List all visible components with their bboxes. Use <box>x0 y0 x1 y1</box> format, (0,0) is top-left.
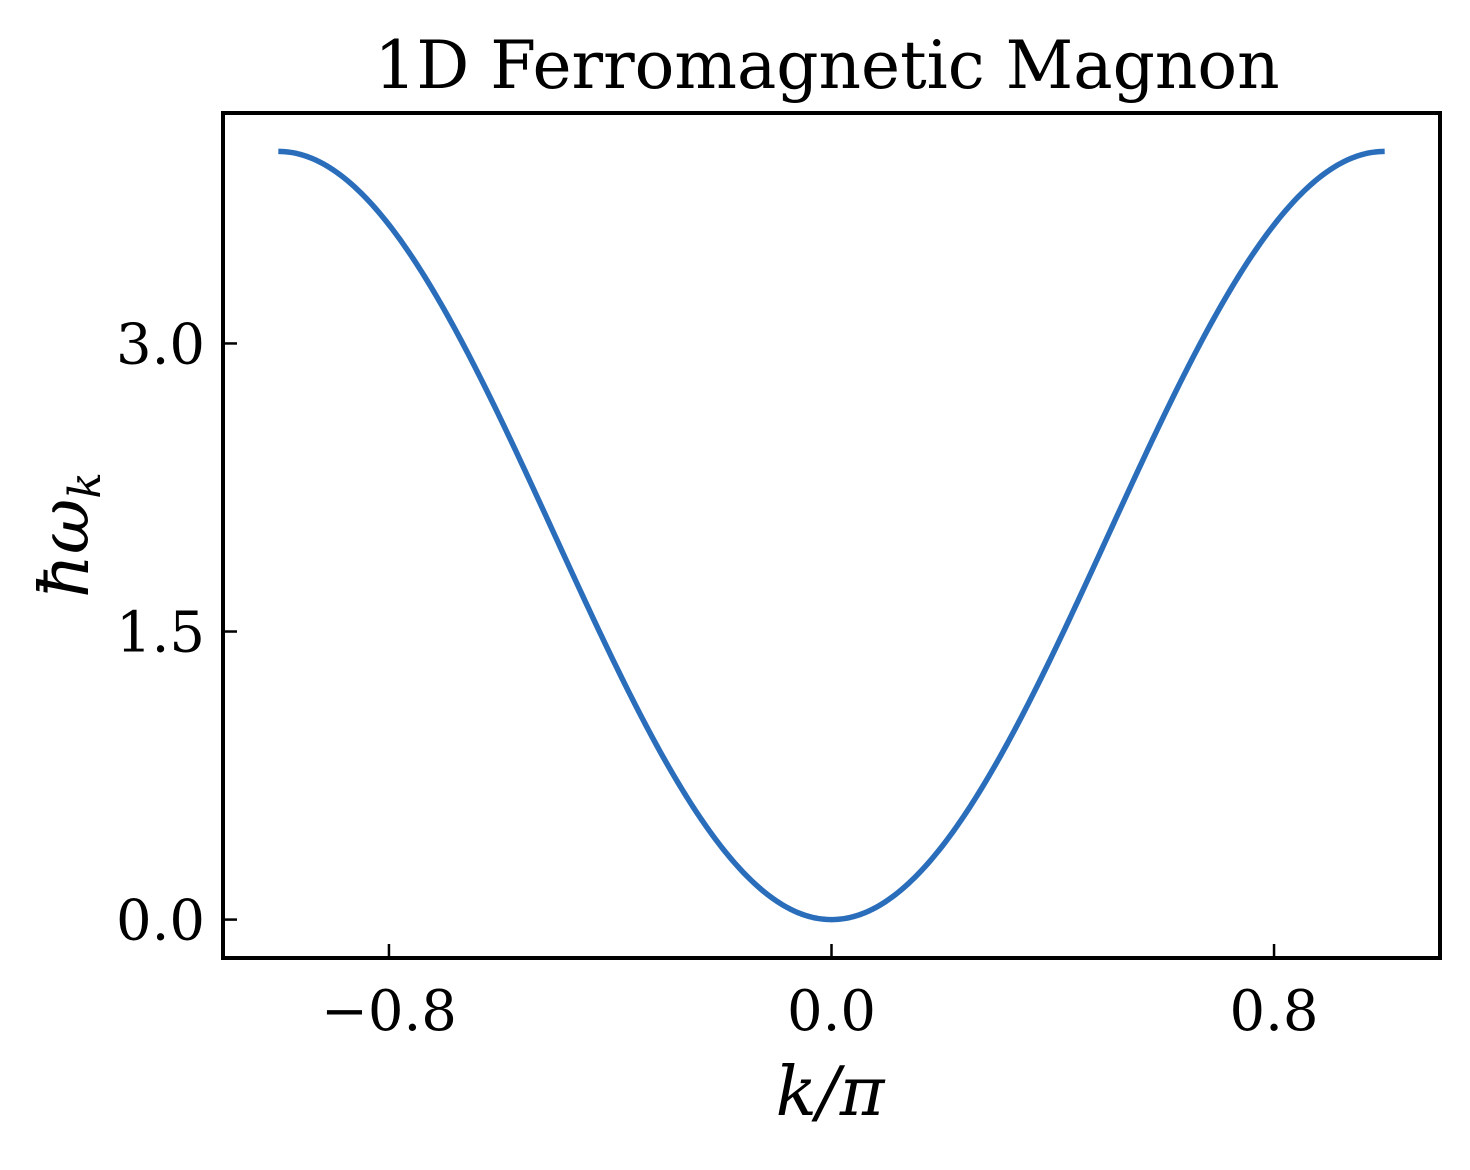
chart-title: 1D Ferromagnetic Magnon <box>374 27 1279 104</box>
y-axis: 0.0 1.5 3.0 <box>116 312 237 954</box>
dispersion-curve-0 <box>278 148 1385 923</box>
y-tick-label: 3.0 <box>116 312 205 377</box>
x-tick-label: 0.0 <box>787 979 876 1044</box>
x-tick-label: −0.8 <box>321 979 457 1044</box>
plot-frame <box>221 111 1442 960</box>
x-axis: −0.8 0.0 0.8 <box>321 944 1319 1044</box>
y-tick-label: 1.5 <box>116 601 205 666</box>
y-tick-label: 0.0 <box>116 889 205 954</box>
x-tick-label: 0.8 <box>1230 979 1319 1044</box>
y-axis-label: ħωk <box>26 472 111 598</box>
plot-area <box>278 148 1385 923</box>
x-axis-label: k/π <box>776 1053 886 1132</box>
